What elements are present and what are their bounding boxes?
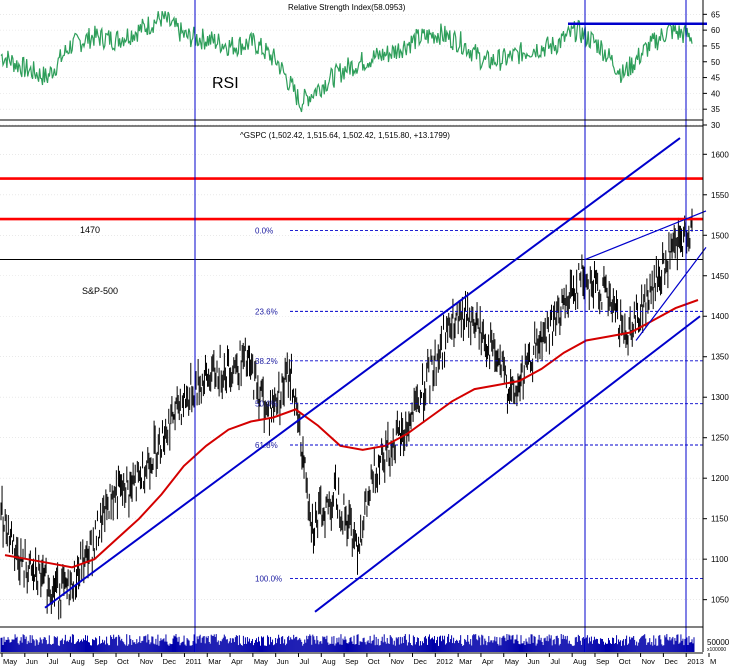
price-tick-label: 1300 bbox=[711, 393, 729, 402]
x-tick-label: Sep bbox=[94, 657, 107, 666]
x-tick-label: 2012 bbox=[436, 657, 453, 666]
fibonacci-label: 23.6% bbox=[255, 307, 278, 316]
rsi-tick-label: 65 bbox=[711, 10, 720, 19]
price-bars bbox=[0, 208, 693, 620]
x-tick-label: M bbox=[710, 657, 716, 666]
volume-panel: 50000 x100000 bbox=[0, 634, 730, 653]
rsi-tick-label: 35 bbox=[711, 105, 720, 114]
price-tick-label: 1250 bbox=[711, 434, 729, 443]
x-tick-label: Jun bbox=[277, 657, 289, 666]
x-tick-label: Aug bbox=[322, 657, 335, 666]
x-tick-label: Apr bbox=[231, 657, 243, 666]
x-tick-label: Jun bbox=[528, 657, 540, 666]
x-tick-label: May bbox=[505, 657, 519, 666]
moving-average-line bbox=[4, 299, 699, 569]
price-title: ^GSPC (1,502.42, 1,515.64, 1,502.42, 1,5… bbox=[240, 131, 450, 140]
volume-unit: x100000 bbox=[707, 647, 726, 653]
x-tick-label: Sep bbox=[596, 657, 609, 666]
vertical-marker-lines bbox=[194, 0, 687, 652]
x-tick-label: Apr bbox=[482, 657, 494, 666]
x-tick-label: Dec bbox=[163, 657, 177, 666]
rsi-panel: Relative Strength Index(58.0953) RSI 303… bbox=[0, 3, 720, 130]
price-tick-label: 1350 bbox=[711, 353, 729, 362]
price-tick-label: 1150 bbox=[711, 515, 729, 524]
trend-channel-line bbox=[314, 315, 701, 613]
x-tick-label: Oct bbox=[117, 657, 130, 666]
rsi-tick-label: 30 bbox=[711, 121, 720, 130]
trend-channel-line bbox=[44, 137, 681, 609]
price-tick-label: 1400 bbox=[711, 312, 729, 321]
x-tick-label: Mar bbox=[208, 657, 221, 666]
fibonacci-label: 61.8% bbox=[255, 441, 278, 450]
rsi-y-axis: 30 35 40 45 50 55 60 65 bbox=[703, 10, 720, 130]
price-tick-label: 1100 bbox=[711, 555, 729, 564]
price-y-axis: 1050 1100 1150 1200 1250 1300 1350 1400 1450 1500… bbox=[703, 150, 729, 605]
price-tick-label: 1550 bbox=[711, 191, 729, 200]
x-tick-label: Jul bbox=[299, 657, 309, 666]
x-tick-label: Jul bbox=[49, 657, 59, 666]
x-tick-label: Jun bbox=[26, 657, 38, 666]
volume-bars bbox=[0, 634, 695, 652]
fibonacci-label: 50.0% bbox=[255, 400, 278, 409]
price-tick-label: 1050 bbox=[711, 596, 729, 605]
trend-channel-line bbox=[635, 247, 707, 341]
x-axis: May Jun Jul Aug Sep Oct Nov Dec 2011 Mar Apr May Jun… bbox=[1, 653, 716, 666]
price-tick-label: 1500 bbox=[711, 231, 729, 240]
rsi-grid bbox=[0, 14, 703, 126]
x-tick-label: Nov bbox=[391, 657, 405, 666]
x-tick-label: Sep bbox=[345, 657, 358, 666]
x-tick-label: Oct bbox=[619, 657, 632, 666]
rsi-label: RSI bbox=[212, 75, 239, 92]
annotation-sp500: S&P-500 bbox=[82, 286, 118, 296]
rsi-tick-label: 50 bbox=[711, 58, 720, 67]
trend-channel-lines bbox=[44, 137, 707, 613]
price-tick-label: 1600 bbox=[711, 150, 729, 159]
annotation-1470: 1470 bbox=[80, 225, 100, 235]
x-tick-label: Mar bbox=[459, 657, 472, 666]
x-tick-label: Dec bbox=[664, 657, 678, 666]
x-tick-label: Aug bbox=[71, 657, 84, 666]
fibonacci-label: 38.2% bbox=[255, 357, 278, 366]
x-tick-label: May bbox=[254, 657, 268, 666]
rsi-series-line bbox=[0, 11, 693, 113]
x-tick-label: Aug bbox=[573, 657, 586, 666]
fibonacci-label: 100.0% bbox=[255, 575, 282, 584]
x-tick-label: Jul bbox=[550, 657, 560, 666]
x-tick-label: Nov bbox=[140, 657, 154, 666]
x-tick-label: May bbox=[3, 657, 17, 666]
x-tick-label: Nov bbox=[642, 657, 656, 666]
rsi-tick-label: 60 bbox=[711, 26, 720, 35]
rsi-tick-label: 45 bbox=[711, 74, 720, 83]
price-tick-label: 1200 bbox=[711, 474, 729, 483]
fibonacci-levels: 0.0% 23.6% 38.2% 50.0% 61.8% 100.0% bbox=[255, 226, 703, 584]
x-tick-label: 2013 bbox=[687, 657, 704, 666]
price-panel: ^GSPC (1,502.42, 1,515.64, 1,502.42, 1,5… bbox=[0, 131, 729, 620]
x-tick-label: 2011 bbox=[185, 657, 201, 666]
resistance-lines bbox=[0, 177, 703, 261]
volume-tick: 50000 bbox=[707, 638, 730, 647]
price-tick-label: 1450 bbox=[711, 272, 729, 281]
rsi-title: Relative Strength Index(58.0953) bbox=[288, 3, 406, 12]
rsi-tick-label: 55 bbox=[711, 42, 720, 51]
x-tick-label: Oct bbox=[368, 657, 381, 666]
fibonacci-label: 0.0% bbox=[255, 226, 273, 235]
x-tick-label: Dec bbox=[414, 657, 428, 666]
rsi-tick-label: 40 bbox=[711, 89, 720, 98]
